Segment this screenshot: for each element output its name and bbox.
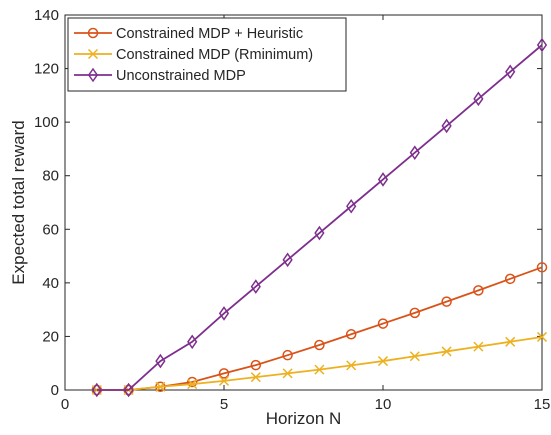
y-axis-label: Expected total reward: [9, 120, 28, 284]
data-point: [250, 372, 261, 383]
x-tick-label: 10: [375, 396, 392, 413]
data-point: [250, 279, 261, 294]
data-point: [505, 64, 516, 80]
x-tick-label: 15: [534, 396, 551, 413]
data-point: [409, 307, 421, 319]
legend-marker: [87, 67, 99, 83]
data-point: [186, 376, 198, 388]
legend-label: Constrained MDP (Rminimum): [116, 47, 313, 63]
y-tick-label: 40: [42, 275, 59, 292]
legend-item: Unconstrained MDP: [74, 67, 246, 84]
y-tick-label: 20: [42, 328, 59, 345]
data-point: [155, 353, 166, 369]
data-point: [346, 198, 357, 214]
y-tick-label: 0: [51, 382, 59, 399]
data-point: [473, 285, 484, 296]
legend-marker: [87, 48, 99, 60]
y-axis-ticks: 0 20 40 60 80 100 120 140: [34, 7, 542, 399]
legend: Constrained MDP + Heuristic Constrained M…: [67, 17, 347, 92]
data-point: [504, 273, 516, 285]
data-point: [155, 381, 166, 392]
y-tick-label: 100: [34, 114, 59, 131]
data-point: [441, 346, 452, 357]
data-point: [536, 331, 548, 342]
data-point: [441, 118, 452, 134]
data-point: [187, 334, 198, 350]
x-tick-label: 5: [220, 396, 228, 413]
data-point: [91, 382, 102, 398]
series-layer: [91, 37, 548, 398]
data-point: [505, 336, 516, 347]
data-point: [345, 329, 357, 340]
legend-label: Unconstrained MDP: [116, 68, 246, 84]
y-tick-label: 60: [42, 221, 59, 238]
data-point: [314, 339, 325, 351]
data-point: [473, 91, 484, 107]
data-point: [218, 375, 230, 386]
data-point: [409, 351, 420, 362]
series-3: [91, 37, 548, 398]
data-point: [314, 364, 325, 375]
data-point: [282, 349, 293, 361]
legend-item: Constrained MDP (Rminimum): [74, 47, 313, 63]
y-tick-label: 140: [34, 7, 59, 24]
x-tick-label: 0: [61, 396, 69, 413]
data-point: [218, 306, 230, 321]
data-point: [473, 341, 484, 352]
y-tick-label: 80: [42, 168, 59, 185]
data-point: [441, 296, 452, 307]
series-line: [96, 44, 543, 391]
data-point: [314, 225, 325, 241]
data-point: [250, 359, 262, 371]
x-axis-label: Horizon N: [266, 409, 342, 428]
data-point: [187, 379, 198, 390]
legend-item: Constrained MDP + Heuristic: [74, 26, 303, 42]
data-point: [377, 318, 389, 329]
data-point: [377, 172, 389, 187]
data-point: [123, 382, 134, 398]
x-axis-ticks: 0 5 10 15: [61, 15, 551, 413]
legend-box: [67, 17, 347, 92]
legend-label: Constrained MDP + Heuristic: [116, 26, 303, 42]
y-tick-label: 120: [34, 61, 59, 78]
legend-marker: [87, 27, 99, 39]
data-point: [282, 368, 293, 379]
data-point: [377, 356, 389, 367]
data-point: [346, 360, 357, 371]
data-point: [536, 37, 548, 53]
data-point: [282, 252, 293, 268]
data-point: [409, 145, 420, 160]
data-point: [218, 368, 230, 379]
data-point: [536, 262, 548, 273]
